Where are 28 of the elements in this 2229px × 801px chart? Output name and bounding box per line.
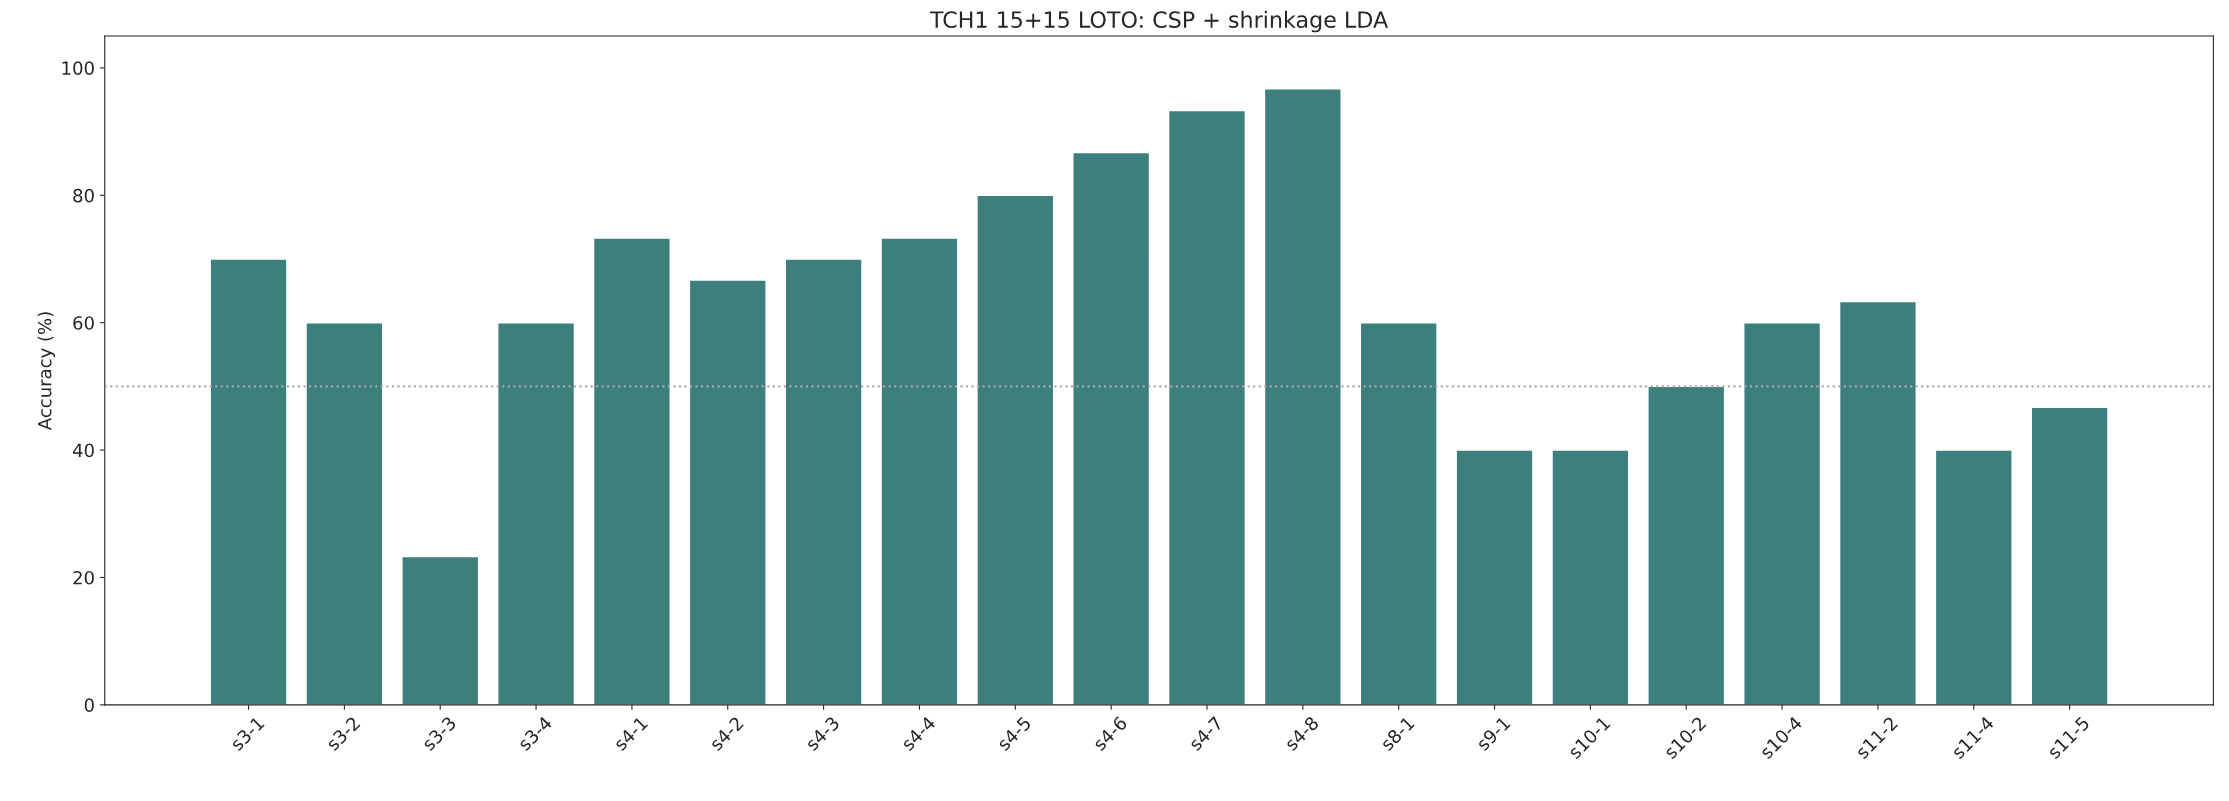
y-tick-label: 80 — [73, 188, 94, 203]
y-tick-label: 20 — [73, 570, 94, 585]
bar — [976, 194, 1055, 705]
bar — [1263, 88, 1342, 705]
bar — [209, 258, 288, 705]
bar — [497, 321, 576, 705]
bar — [1167, 109, 1247, 705]
bar — [1838, 300, 1917, 705]
bar — [1551, 449, 1630, 705]
y-axis-title: Accuracy (%) — [37, 312, 56, 431]
bar — [1934, 449, 2013, 705]
bar — [2030, 406, 2109, 705]
bar — [688, 279, 767, 705]
bar — [305, 321, 384, 705]
bar — [1743, 321, 1822, 705]
bar — [880, 237, 959, 705]
y-tick-label: 0 — [84, 698, 94, 712]
bar — [1359, 321, 1438, 705]
bar — [401, 555, 480, 705]
y-tick-label: 100 — [62, 61, 94, 76]
y-tick-label: 60 — [73, 316, 94, 330]
bar — [592, 237, 671, 705]
bar — [1455, 449, 1534, 705]
bar — [784, 258, 863, 705]
chart-title: TCH1 15+15 LOTO: CSP + shrinkage LDA — [929, 10, 1389, 33]
bar — [1072, 151, 1151, 705]
bar — [1647, 385, 1726, 705]
y-tick-label: 40 — [72, 443, 94, 458]
